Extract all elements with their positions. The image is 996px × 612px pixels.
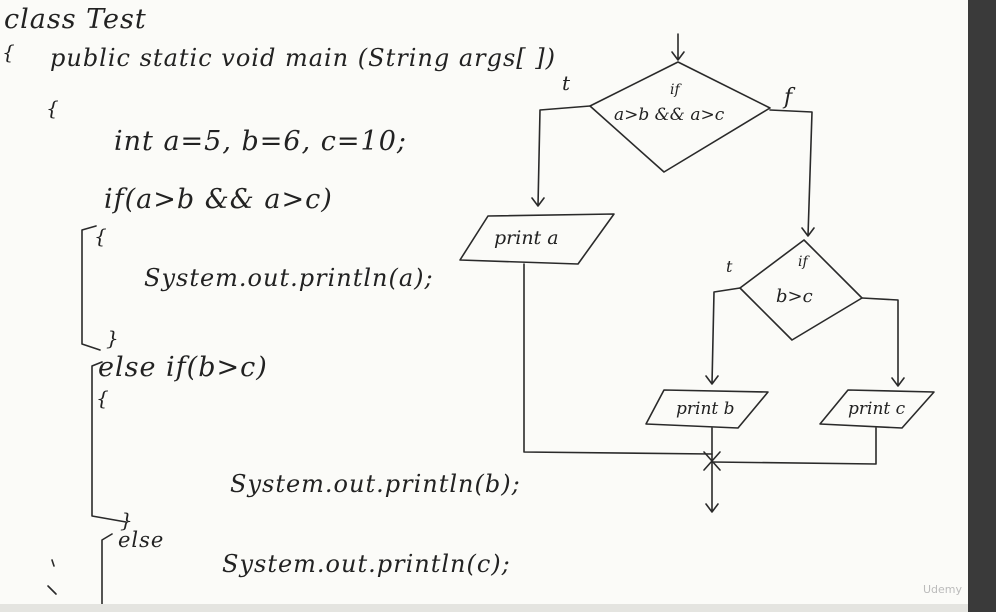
code-print-c: System.out.println(c); — [222, 550, 511, 578]
bottom-edge-bar — [0, 604, 968, 612]
decision1-condition-label: a>b && a>c — [614, 105, 725, 125]
decision2-if-label: if — [798, 254, 810, 270]
code-else: else — [118, 528, 165, 552]
flow-print-a-down — [523, 263, 713, 455]
flow-print-c-down — [711, 427, 877, 465]
code-open-brace-if: { — [94, 224, 107, 248]
print-a-label: print a — [494, 227, 559, 249]
print-a-box — [459, 213, 615, 265]
decision2-true-label: t — [726, 257, 733, 276]
decision1-false-label: f — [782, 85, 796, 110]
flow-d1-false-line — [769, 109, 815, 237]
code-open-brace-main: { — [46, 96, 59, 120]
print-b-box — [645, 389, 769, 429]
flowchart-canvas: if a>b && a>c t f print a if b>c t print… — [47, 33, 935, 604]
print-c-label: print c — [848, 399, 906, 419]
decision1-true-label: t — [562, 71, 571, 95]
decision-diamond-2 — [739, 239, 863, 341]
code-open-brace-else-if: { — [96, 386, 109, 410]
right-edge-bar — [968, 0, 996, 612]
udemy-watermark: Udemy — [922, 583, 962, 596]
code-print-a: System.out.println(a); — [144, 264, 434, 292]
flow-merge-cross — [703, 451, 721, 471]
code-class-declaration: class Test — [4, 4, 147, 35]
decision-diamond-1 — [589, 61, 771, 173]
code-close-brace-else-if: } — [120, 508, 133, 532]
code-variable-declaration: int a=5, b=6, c=10; — [114, 126, 407, 157]
code-scribble-left — [47, 559, 57, 595]
print-c-box — [819, 389, 935, 429]
flow-entry-arrow — [671, 33, 685, 61]
decision1-if-label: if — [670, 82, 682, 98]
flow-d2-false-line — [861, 297, 905, 387]
code-else-if: else if(b>c) — [98, 352, 268, 383]
code-bracket-if-block — [81, 225, 101, 351]
code-open-brace-class: { — [2, 40, 15, 64]
code-print-b: System.out.println(b); — [230, 470, 521, 498]
code-bracket-else-if-block — [91, 361, 127, 523]
flow-exit-arrow — [705, 461, 719, 513]
whiteboard: class Test { public static void main (St… — [2, 4, 962, 604]
print-b-label: print b — [676, 399, 735, 419]
code-bracket-else-block — [101, 533, 113, 604]
decision2-condition-label: b>c — [776, 286, 813, 307]
flow-d2-true-line — [705, 287, 741, 385]
code-close-brace-if: } — [106, 326, 119, 350]
code-main-signature: public static void main (String args[ ]) — [50, 44, 556, 72]
code-if-condition: if(a>b && a>c) — [104, 184, 333, 215]
flow-d1-true-line — [531, 105, 591, 207]
